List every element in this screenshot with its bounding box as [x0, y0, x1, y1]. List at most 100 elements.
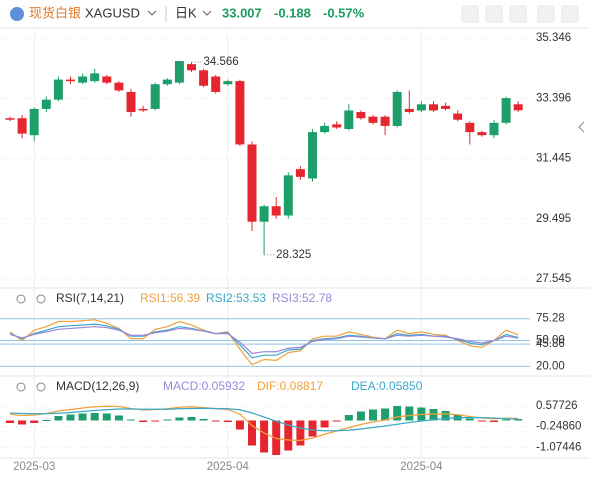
macd-bar: [344, 415, 353, 421]
indicator-title: MACD(12,26,9): [56, 379, 139, 393]
legend-entry: RSI1:56.39: [140, 291, 200, 305]
macd-bar: [151, 420, 160, 422]
candle-body: [368, 116, 378, 123]
legend-entry: DEA:0.05850: [351, 379, 423, 393]
eye-icon[interactable]: [16, 294, 26, 304]
eye-icon[interactable]: [16, 382, 26, 392]
macd-bar: [248, 420, 256, 446]
tool-button[interactable]: [509, 5, 527, 23]
asset-name: 现货白银: [29, 5, 81, 20]
macd-bar: [490, 420, 498, 422]
tool-button[interactable]: [485, 5, 503, 23]
dropdown-icon[interactable]: [202, 10, 212, 16]
candle-body: [465, 122, 475, 133]
macd-bar: [78, 413, 87, 421]
min-annotation: 28.325: [276, 249, 311, 261]
macd-bar: [429, 409, 438, 421]
candle-body: [477, 132, 487, 136]
candle-body: [41, 99, 51, 109]
candle-body: [259, 206, 269, 222]
macd-bar: [211, 420, 220, 422]
macd-bar: [393, 406, 402, 421]
macd-bar: [260, 420, 269, 453]
candle-body: [356, 112, 366, 119]
macd-bar: [356, 411, 365, 421]
macd-bar: [235, 420, 244, 430]
tool-button[interactable]: [561, 5, 579, 23]
candle-body: [489, 122, 499, 136]
candle-body: [78, 76, 88, 83]
period[interactable]: 日K: [175, 5, 197, 20]
candle-body: [150, 84, 160, 109]
candle-body: [344, 110, 354, 130]
dropdown-icon[interactable]: [147, 10, 157, 16]
candle-body: [271, 206, 281, 216]
candle-body: [53, 79, 63, 100]
macd-bar: [175, 417, 184, 421]
macd-bar: [114, 415, 123, 421]
candle-body: [332, 124, 342, 128]
legend-entry: RSI3:52.78: [272, 291, 332, 305]
macd-bar: [308, 420, 317, 437]
y-tick-label: 33.396: [536, 92, 571, 104]
macd-bar: [42, 420, 51, 421]
y-tick-label: 0.57726: [536, 400, 578, 412]
macd-bar: [223, 420, 232, 422]
candle-body: [392, 91, 402, 126]
candle-body: [102, 76, 112, 83]
candle-body: [211, 76, 221, 92]
y-tick-label: 75.28: [536, 313, 565, 325]
candle-body: [320, 125, 330, 133]
price: 33.007: [222, 5, 262, 20]
candle-body: [187, 64, 196, 71]
y-tick-label: 50.00: [536, 335, 565, 347]
macd-bar: [441, 411, 450, 421]
y-tick-label: 35.346: [536, 32, 571, 44]
candle-body: [404, 108, 414, 113]
legend-entry: MACD:0.05932: [163, 379, 245, 393]
candle-body: [453, 113, 463, 120]
y-tick-label: -0.24860: [536, 421, 581, 433]
macd-line: [9, 405, 519, 442]
macd-bar: [30, 420, 39, 423]
macd-bar: [90, 413, 99, 421]
y-tick-label: 29.495: [536, 213, 571, 225]
collapse-icon[interactable]: [578, 121, 585, 133]
macd-bar: [102, 413, 111, 421]
candle-body: [138, 108, 148, 111]
macd-bar: [199, 419, 208, 421]
macd-bar: [284, 420, 293, 451]
macd-bar: [502, 419, 511, 421]
candle-body: [295, 169, 305, 177]
candle-body: [29, 108, 39, 136]
macd-bar: [18, 420, 27, 425]
legend-entry: DIF:0.08817: [257, 379, 323, 393]
settings-icon[interactable]: [36, 294, 46, 304]
y-tick-label: -1.07446: [536, 441, 581, 453]
change: -0.188: [274, 5, 311, 20]
candle-body: [126, 91, 136, 113]
change-pct: -0.57%: [323, 5, 365, 20]
candle-body: [235, 81, 245, 145]
candle-body: [223, 81, 233, 85]
macd-bar: [187, 417, 196, 421]
logo: [10, 7, 24, 21]
candle-body: [247, 144, 257, 222]
macd-bar: [54, 416, 63, 421]
macd-bar: [477, 420, 486, 422]
macd-bar: [381, 408, 390, 421]
macd-bar: [465, 418, 474, 421]
x-tick-label: 2025-03: [13, 461, 55, 473]
macd-bar: [127, 419, 135, 421]
candle-body: [441, 105, 451, 109]
tool-button[interactable]: [537, 5, 555, 23]
settings-icon[interactable]: [36, 382, 46, 392]
tool-button[interactable]: [461, 5, 479, 23]
candle-body: [162, 79, 172, 85]
symbol[interactable]: XAGUSD: [85, 5, 140, 20]
candle-body: [17, 118, 27, 134]
candle-body: [199, 70, 209, 86]
indicator-title: RSI(7,14,21): [56, 291, 124, 305]
y-tick-label: 45.86: [536, 338, 565, 350]
macd-bar: [139, 420, 148, 422]
